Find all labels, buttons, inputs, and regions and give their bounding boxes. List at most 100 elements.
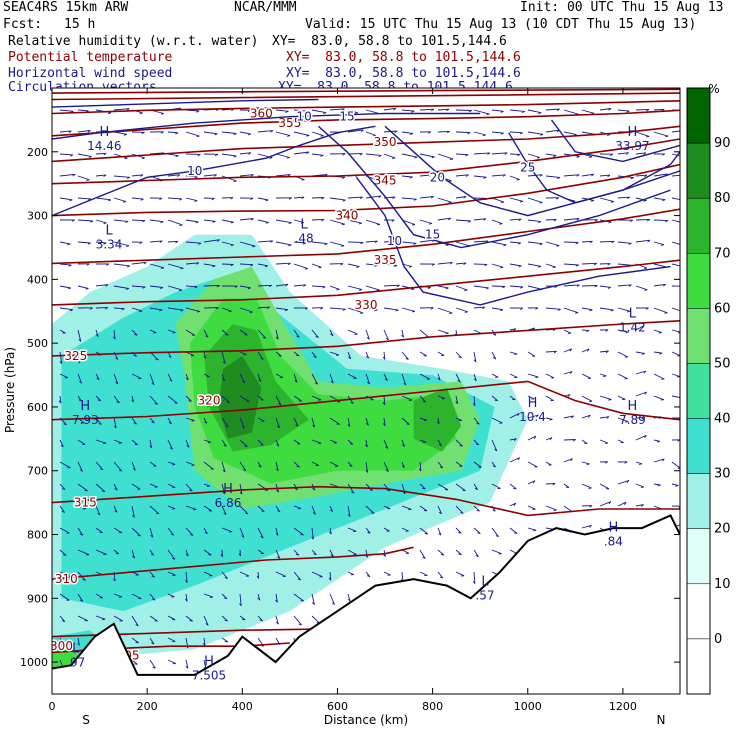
circulation-vector	[239, 285, 251, 289]
circulation-vector-head	[261, 510, 265, 513]
circulation-vector-head	[575, 264, 579, 267]
circulation-vector	[527, 197, 543, 204]
circulation-vector	[167, 593, 175, 598]
circulation-vector-head	[349, 443, 353, 445]
circulation-vector-head	[406, 423, 410, 425]
circulation-vector-head	[431, 108, 435, 112]
circulation-vector	[203, 373, 210, 378]
circulation-vector-head	[513, 487, 517, 490]
circulation-vector-head	[428, 223, 433, 225]
circulation-vector-head	[87, 242, 91, 245]
circulation-vector	[545, 241, 560, 247]
circulation-vector-head	[88, 198, 92, 201]
circulation-vector-head	[142, 286, 146, 289]
circulation-vector-head	[67, 287, 71, 290]
circulation-vector	[635, 504, 644, 507]
circulation-vector-head	[141, 157, 145, 159]
circulation-vector	[473, 505, 480, 512]
circulation-vector-head	[484, 263, 488, 267]
circulation-vector	[617, 241, 632, 244]
y-tick-label: 300	[27, 210, 48, 223]
circulation-vector-head	[376, 223, 380, 226]
circulation-vector	[275, 527, 279, 536]
terrain-line	[52, 514, 680, 676]
circulation-vector-head	[455, 401, 459, 404]
circulation-vector	[59, 527, 70, 534]
circulation-vector	[347, 129, 364, 133]
circulation-vector-head	[195, 221, 199, 224]
circulation-vector	[149, 329, 157, 334]
circulation-vector-head	[262, 336, 266, 339]
circulation-vector	[185, 175, 198, 178]
high-marker: H7.93	[72, 399, 99, 427]
circulation-vector-head	[395, 309, 399, 312]
circulation-vector-head	[224, 577, 228, 580]
circulation-vector-head	[643, 370, 647, 374]
theta-contour-label: 345	[374, 173, 397, 187]
circulation-vector	[149, 152, 165, 155]
high-marker: H.84	[604, 520, 623, 548]
circulation-vector-head	[646, 219, 650, 222]
circulation-vector	[131, 439, 138, 446]
circulation-vector-head	[626, 196, 630, 200]
circulation-vector-head	[294, 380, 298, 383]
circulation-vector-head	[549, 418, 553, 421]
circulation-vector	[257, 461, 262, 468]
init-time: Init: 00 UTC Thu 15 Aug 13	[520, 0, 724, 15]
plot-frame	[51, 87, 681, 695]
circulation-vector	[509, 218, 522, 221]
circulation-vector	[311, 109, 327, 114]
circulation-vector	[617, 479, 630, 485]
circulation-vector	[95, 439, 107, 444]
circulation-vector	[149, 219, 164, 223]
circulation-vector	[401, 241, 417, 244]
circulation-vector	[185, 262, 199, 265]
circulation-vector	[635, 461, 643, 465]
circulation-vector	[221, 461, 226, 473]
circulation-vector	[149, 263, 165, 269]
circulation-vector-head	[72, 173, 76, 177]
high-marker: H7.89	[619, 399, 646, 427]
circulation-vector-head	[342, 308, 346, 311]
circulation-vector-head	[137, 534, 141, 537]
circulation-vector-head	[628, 242, 632, 245]
circulation-vector	[149, 527, 154, 538]
y-tick-label: 1000	[20, 656, 48, 669]
circulation-vector	[635, 131, 650, 137]
circulation-vector-head	[682, 267, 685, 268]
circulation-vector	[653, 173, 668, 177]
circulation-vector	[257, 417, 265, 422]
circulation-vector	[473, 218, 487, 221]
circulation-vector	[329, 197, 346, 201]
circulation-vector-head	[210, 468, 214, 470]
circulation-vector-head	[328, 577, 332, 581]
circulation-vector	[401, 153, 418, 158]
circulation-vector-head	[681, 655, 683, 658]
circulation-vector-head	[134, 443, 138, 446]
circulation-vector	[545, 307, 561, 310]
circulation-vector-head	[312, 602, 315, 605]
circulation-vector	[383, 351, 386, 360]
circulation-vector	[95, 174, 107, 177]
circulation-vector	[95, 219, 107, 224]
circulation-vector-head	[132, 468, 136, 471]
circulation-vector	[473, 240, 489, 243]
circulation-vector	[365, 109, 380, 114]
colorbar-label: 80	[714, 191, 731, 206]
theta-contour-355	[52, 109, 680, 137]
circulation-vector	[311, 351, 317, 358]
circulation-vector-head	[609, 153, 614, 156]
circulation-vector	[635, 285, 648, 291]
low-marker: L.48	[295, 217, 314, 245]
circulation-vector	[545, 373, 555, 379]
circulation-vector-head	[126, 108, 130, 111]
circulation-vector	[455, 505, 464, 514]
circulation-vector	[77, 505, 86, 509]
circulation-vector-head	[159, 240, 163, 243]
circulation-vector	[653, 131, 669, 137]
circulation-vector	[455, 439, 463, 447]
circulation-vector-head	[139, 310, 143, 313]
circulation-vector-head	[373, 135, 377, 137]
circulation-vector-head	[132, 514, 135, 518]
circulation-vector-head	[576, 155, 580, 158]
